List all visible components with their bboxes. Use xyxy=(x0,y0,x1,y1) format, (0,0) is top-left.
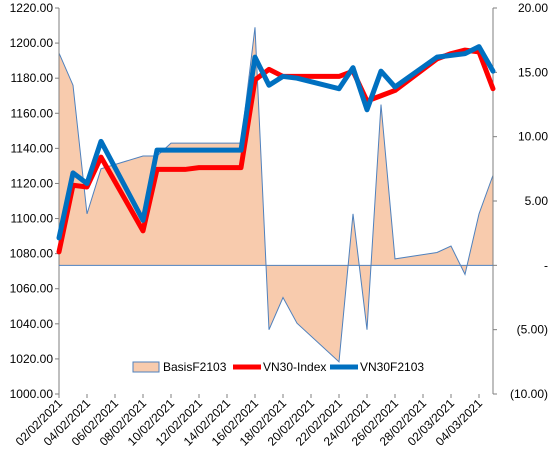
legend: BasisF2103 VN30-Index VN30F2103 xyxy=(132,360,424,374)
left-tick-label: 1020.00 xyxy=(10,352,54,366)
legend-item-vn30f2103: VN30F2103 xyxy=(330,360,424,374)
left-tick-label: 1120.00 xyxy=(11,176,54,190)
legend-item-basis: BasisF2103 xyxy=(132,360,227,374)
right-tick-label: 20.00 xyxy=(518,1,548,15)
right-tick-label: 10.00 xyxy=(518,130,548,144)
axis-layer xyxy=(55,7,497,398)
left-tick-label: 1220.00 xyxy=(10,1,54,15)
right-tick-label: (5.00) xyxy=(517,323,548,337)
legend-label: VN30F2103 xyxy=(360,360,424,374)
left-tick-label: 1100.00 xyxy=(11,212,54,226)
left-tick-label: 1040.00 xyxy=(10,317,54,331)
left-tick-label: 1060.00 xyxy=(10,282,54,296)
legend-label: VN30-Index xyxy=(263,360,326,374)
left-tick-label: 1160.00 xyxy=(11,106,54,120)
right-tick-label: 15.00 xyxy=(518,65,548,79)
legend-label: BasisF2103 xyxy=(163,360,227,374)
left-tick-label: 1180.00 xyxy=(11,71,54,85)
right-tick-label: 5.00 xyxy=(525,194,549,208)
left-tick-label: 1140.00 xyxy=(11,141,54,155)
left-tick-label: 1200.00 xyxy=(10,36,54,50)
series-basis-line xyxy=(58,27,494,363)
left-tick-label: 1000.00 xyxy=(10,387,54,401)
legend-swatch-area xyxy=(132,361,160,373)
series-vn30f2103-line xyxy=(56,44,496,241)
right-tick-label: (10.00) xyxy=(510,387,548,401)
legend-item-vn30-index: VN30-Index xyxy=(233,360,326,374)
right-tick-label: - xyxy=(544,258,548,272)
line-layer xyxy=(56,44,496,255)
left-tick-label: 1080.00 xyxy=(10,247,54,261)
